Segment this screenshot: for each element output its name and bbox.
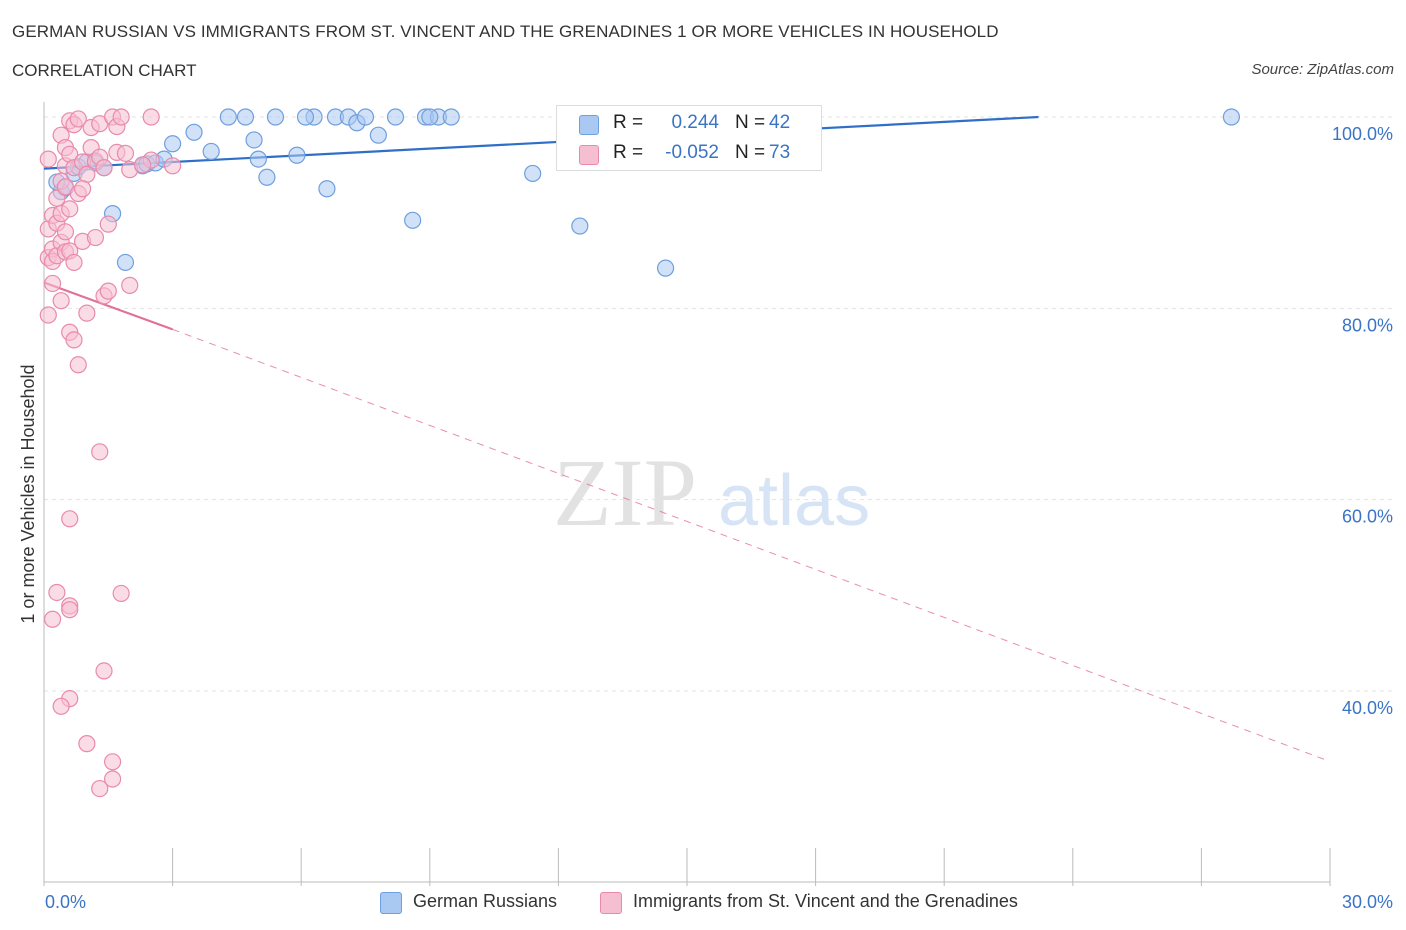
point-german-russians-36 xyxy=(656,259,675,277)
point-german-russians-12 xyxy=(164,135,182,153)
stats-legend: R = 0.244 N = 42 R = -0.052 N = 73 xyxy=(556,105,822,171)
point-german-russians-16 xyxy=(236,108,255,126)
legend-swatch-pink xyxy=(600,892,622,914)
point-german-russians-41 xyxy=(421,108,439,126)
trend-line-st-vincent-solid xyxy=(43,281,173,331)
watermark-zip: ZIP xyxy=(553,439,697,546)
point-german-russians-17 xyxy=(245,131,263,149)
point-st-vincent-71 xyxy=(73,180,92,198)
point-st-vincent-59 xyxy=(48,583,66,602)
point-st-vincent-53 xyxy=(121,276,139,294)
point-german-russians-30 xyxy=(404,211,422,229)
trend-line-german-russians-solid xyxy=(43,115,1039,170)
r-value: 0.244 xyxy=(671,112,719,133)
point-german-russians-7 xyxy=(116,253,135,272)
point-st-vincent-68 xyxy=(103,770,122,788)
watermark-atlas: atlas xyxy=(718,461,870,541)
stats-row-german-russians: R = 0.244 N = 42 xyxy=(557,109,821,139)
n-value: 73 xyxy=(769,142,791,163)
y-tick-label-100: 100.0% xyxy=(1332,124,1393,144)
y-tick-label-40: 40.0% xyxy=(1342,698,1393,718)
point-st-vincent-45 xyxy=(99,215,117,233)
point-st-vincent-62 xyxy=(43,610,62,628)
n-value: 42 xyxy=(769,112,791,133)
point-german-russians-19 xyxy=(258,168,276,186)
point-st-vincent-32 xyxy=(69,356,87,374)
series-legend: German Russians Immigrants from St. Vinc… xyxy=(0,889,1406,917)
point-st-vincent-70 xyxy=(61,601,79,619)
r-value: -0.052 xyxy=(665,142,719,163)
legend-swatch-blue xyxy=(579,115,599,135)
point-german-russians-28 xyxy=(369,126,387,144)
legend-label: German Russians xyxy=(413,891,558,911)
n-label: N = xyxy=(735,142,766,163)
point-st-vincent-23 xyxy=(61,200,79,218)
point-st-vincent-15 xyxy=(52,292,70,310)
trend-line-st-vincent-dashed xyxy=(172,328,1326,761)
point-german-russians-20 xyxy=(266,108,285,126)
point-st-vincent-43 xyxy=(95,159,113,177)
chart-subtitle: CORRELATION CHART xyxy=(12,61,197,80)
r-label: R = xyxy=(613,142,644,163)
point-st-vincent-63 xyxy=(95,662,113,680)
point-st-vincent-28 xyxy=(65,253,83,272)
points-layer xyxy=(39,108,1241,798)
y-tick-label-60: 60.0% xyxy=(1342,507,1393,527)
n-label: N = xyxy=(735,112,766,133)
legend-swatch-blue xyxy=(380,892,402,914)
point-st-vincent-36 xyxy=(78,304,96,322)
point-st-vincent-69 xyxy=(91,779,109,798)
point-st-vincent-66 xyxy=(78,735,96,753)
point-st-vincent-7 xyxy=(43,274,62,293)
x-tick-label-30: 30.0% xyxy=(1342,892,1393,912)
point-st-vincent-46 xyxy=(99,282,117,300)
trend-layer xyxy=(43,115,1326,761)
point-german-russians-18 xyxy=(249,150,267,168)
point-german-russians-15 xyxy=(219,108,237,126)
x-tick-label-0: 0.0% xyxy=(45,892,86,912)
point-german-russians-37 xyxy=(1222,108,1241,126)
y-tick-label-80: 80.0% xyxy=(1342,315,1393,335)
point-st-vincent-19 xyxy=(56,223,75,241)
point-german-russians-33 xyxy=(442,108,460,126)
point-st-vincent-40 xyxy=(86,228,105,247)
source-credit: Source: ZipAtlas.com xyxy=(1251,61,1394,78)
point-german-russians-40 xyxy=(296,108,315,126)
point-st-vincent-72 xyxy=(133,156,152,174)
point-german-russians-23 xyxy=(318,180,336,198)
point-st-vincent-30 xyxy=(69,110,87,128)
chart-title: GERMAN RUSSIAN VS IMMIGRANTS FROM ST. VI… xyxy=(12,22,999,41)
point-german-russians-14 xyxy=(202,142,220,161)
stats-row-st-vincent: R = -0.052 N = 73 xyxy=(557,139,821,169)
point-german-russians-34 xyxy=(524,164,542,183)
point-st-vincent-65 xyxy=(52,697,70,715)
point-german-russians-27 xyxy=(356,108,375,126)
point-german-russians-35 xyxy=(571,217,589,235)
watermark: ZIP atlas xyxy=(553,439,870,546)
point-st-vincent-54 xyxy=(142,108,160,126)
point-st-vincent-58 xyxy=(61,510,79,528)
legend-swatch-pink xyxy=(579,145,599,165)
point-st-vincent-51 xyxy=(116,144,135,162)
point-st-vincent-3 xyxy=(39,306,57,324)
point-st-vincent-67 xyxy=(103,753,122,771)
point-german-russians-21 xyxy=(288,146,306,164)
point-st-vincent-57 xyxy=(91,443,109,461)
r-label: R = xyxy=(613,112,644,133)
point-st-vincent-0 xyxy=(39,150,57,168)
y-axis-label: 1 or more Vehicles in Household xyxy=(18,364,38,623)
grid-layer: 100.0% 80.0% 60.0% 40.0% xyxy=(44,116,1393,718)
point-st-vincent-61 xyxy=(112,584,130,603)
point-german-russians-29 xyxy=(386,108,405,126)
point-st-vincent-29 xyxy=(65,331,83,349)
point-st-vincent-50 xyxy=(112,108,130,126)
point-st-vincent-56 xyxy=(164,157,182,175)
legend-label: Immigrants from St. Vincent and the Gren… xyxy=(633,891,1018,911)
point-german-russians-13 xyxy=(185,123,203,141)
